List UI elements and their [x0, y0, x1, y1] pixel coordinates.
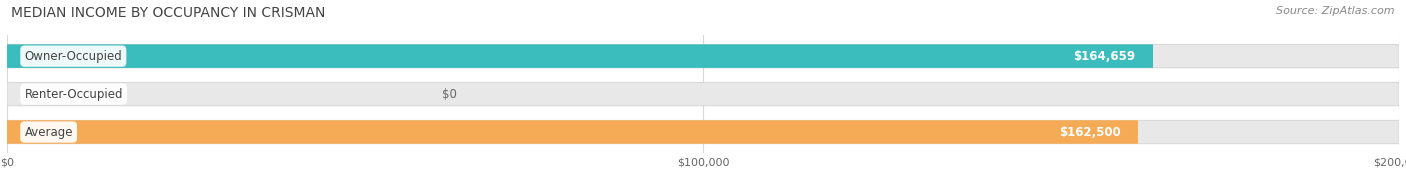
FancyBboxPatch shape: [7, 44, 1399, 68]
Text: $164,659: $164,659: [1074, 50, 1136, 63]
Text: Renter-Occupied: Renter-Occupied: [24, 88, 122, 101]
Text: $162,500: $162,500: [1059, 125, 1121, 139]
Text: MEDIAN INCOME BY OCCUPANCY IN CRISMAN: MEDIAN INCOME BY OCCUPANCY IN CRISMAN: [11, 6, 326, 20]
Text: Source: ZipAtlas.com: Source: ZipAtlas.com: [1277, 6, 1395, 16]
FancyBboxPatch shape: [7, 120, 1399, 144]
FancyBboxPatch shape: [7, 120, 1137, 144]
Text: Average: Average: [24, 125, 73, 139]
Text: $0: $0: [441, 88, 457, 101]
FancyBboxPatch shape: [7, 82, 1399, 106]
Text: Owner-Occupied: Owner-Occupied: [24, 50, 122, 63]
FancyBboxPatch shape: [7, 44, 1153, 68]
